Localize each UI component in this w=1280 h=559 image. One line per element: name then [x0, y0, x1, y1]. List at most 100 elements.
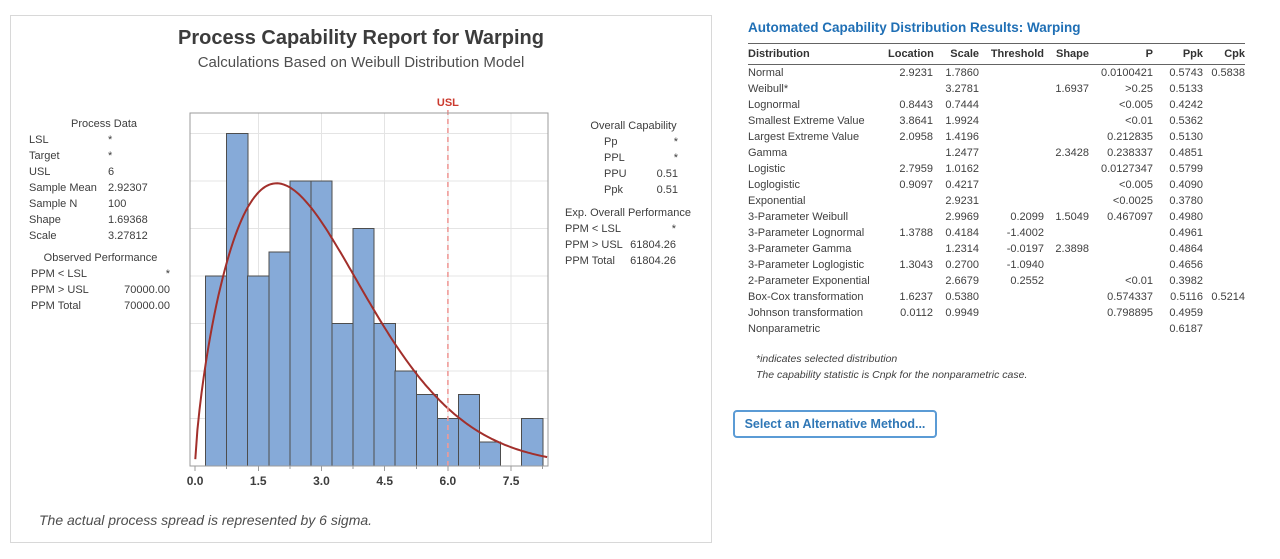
table-cell: 0.2099: [1010, 211, 1044, 223]
table-cell: [1203, 129, 1245, 145]
table-cell: [888, 273, 933, 289]
column-header: Scale: [933, 43, 979, 65]
chart-title: Process Capability Report for Warping: [178, 27, 544, 49]
stat-row: PPM Total 61804.26: [565, 253, 676, 269]
stat-label: PPM Total: [31, 300, 81, 312]
stat-row: Sample Mean 2.92307: [29, 180, 179, 196]
table-cell: [979, 81, 1044, 97]
table-cell: 0.4217: [945, 179, 979, 191]
table-cell: 1.6937: [1055, 83, 1089, 95]
stat-row: PPM Total 70000.00: [31, 298, 170, 314]
table-cell: -1.0940: [1006, 259, 1044, 271]
table-cell: Box-Cox transformation: [748, 291, 864, 303]
table-cell: 1.6237: [899, 291, 933, 303]
table-cell: 0.4184: [945, 227, 979, 239]
stat-row: PPU 0.51: [589, 166, 678, 182]
table-cell: [1203, 145, 1245, 161]
table-row: 3-Parameter Lognormal 1.3788 0.4184 -1.4002…: [748, 225, 1245, 241]
table-cell: [888, 193, 933, 209]
histogram-bar: [289, 180, 312, 467]
x-tick-label: 6.0: [440, 474, 457, 488]
weibull-fit-curve: [194, 182, 548, 460]
table-cell: 0.7444: [945, 99, 979, 111]
stat-label: PPU: [604, 168, 627, 180]
table-cell: 1.5049: [1055, 211, 1089, 223]
stat-value: *: [108, 134, 113, 146]
table-header-row: Distribution Location Scale Threshold Shape P…: [748, 43, 1245, 65]
table-cell: 2.6679: [945, 275, 979, 287]
table-cell: -0.0197: [1006, 243, 1044, 255]
table-cell: 0.5116: [1170, 291, 1203, 303]
stat-label: Scale: [29, 230, 57, 242]
stat-value: *: [671, 223, 676, 235]
stat-row: Scale 3.27812: [29, 228, 179, 244]
table-cell: [1203, 209, 1245, 225]
stat-value: *: [673, 136, 678, 148]
table-cell: Logistic: [748, 163, 786, 175]
x-tick-label: 1.5: [250, 474, 267, 488]
table-cell: 0.4961: [1169, 227, 1203, 239]
table-cell: 0.6187: [1169, 323, 1203, 335]
table-cell: 0.5133: [1169, 83, 1203, 95]
stat-label: Target: [29, 150, 60, 162]
table-cell: 0.5130: [1169, 131, 1203, 143]
table-cell: [888, 321, 933, 337]
stat-block-title: Overall Capability: [590, 120, 677, 132]
table-cell: <0.0025: [1112, 195, 1153, 207]
table-cell: [888, 241, 933, 257]
footnote-nonparametric: The capability statistic is Cnpk for the…: [756, 369, 1028, 381]
table-cell: Weibull*: [748, 83, 789, 95]
select-alternative-method-button[interactable]: Select an Alternative Method...: [733, 410, 937, 438]
stat-row: Sample N 100: [29, 196, 179, 212]
results-title: Automated Capability Distribution Result…: [748, 20, 1081, 35]
histogram-bar: [226, 132, 249, 467]
stat-value: 70000.00: [124, 284, 170, 296]
table-cell: 0.212835: [1107, 131, 1153, 143]
table-row: 3-Parameter Loglogistic 1.3043 0.2700 -1.09…: [748, 257, 1245, 273]
table-cell: 3-Parameter Loglogistic: [748, 259, 865, 271]
stat-label: LSL: [29, 134, 49, 146]
table-row: 2-Parameter Exponential 2.6679 0.2552 <0.01…: [748, 273, 1245, 289]
table-cell: 3.8641: [899, 115, 933, 127]
stat-row: PPL *: [589, 150, 678, 166]
histogram-bars: [205, 132, 544, 467]
table-cell: 2.7959: [899, 163, 933, 175]
stat-label: PPM < LSL: [565, 223, 621, 235]
table-cell: 0.5838: [1211, 67, 1245, 79]
table-row: 3-Parameter Gamma 1.2314 -0.0197 2.3898 0.48…: [748, 241, 1245, 257]
table-cell: [1044, 321, 1089, 337]
table-cell: [888, 209, 933, 225]
distribution-results-table: Distribution Location Scale Threshold Shape P…: [748, 43, 1245, 337]
table-row: Weibull* 3.2781 1.6937 >0.25 0.5133: [748, 81, 1245, 97]
histogram-bar: [521, 418, 544, 467]
stat-rows: PPM < LSL * PPM > USL 70000.00 PPM Total 7000…: [31, 266, 170, 314]
table-cell: [1203, 305, 1245, 321]
stat-rows: PPM < LSL * PPM > USL 61804.26 PPM Total 6180…: [565, 221, 676, 269]
stat-block-title: Process Data: [70, 118, 138, 130]
table-cell: 1.9924: [945, 115, 979, 127]
automated-results-panel: Automated Capability Distribution Result…: [733, 20, 1258, 438]
table-cell: 0.4090: [1169, 179, 1203, 191]
table-cell: Johnson transformation: [748, 307, 863, 319]
table-cell: 1.0162: [945, 163, 979, 175]
stat-block-title: Observed Performance: [43, 252, 158, 264]
table-cell: 2.0958: [899, 131, 933, 143]
table-cell: [1044, 193, 1089, 209]
table-cell: [933, 321, 979, 337]
table-cell: 0.4959: [1169, 307, 1203, 319]
table-cell: 0.8443: [899, 99, 933, 111]
table-cell: [1044, 113, 1089, 129]
stat-rows: LSL * Target * USL 6 Sample Mean 2.92307 Sample …: [29, 132, 179, 244]
table-cell: [1044, 65, 1089, 82]
histogram-bar: [394, 370, 417, 467]
footnote-selected-distribution: *indicates selected distribution: [756, 353, 898, 365]
stat-row: Pp *: [589, 134, 678, 150]
table-cell: 2.9231: [945, 195, 979, 207]
table-cell: 3.2781: [945, 83, 979, 95]
histogram-bar: [479, 441, 502, 467]
usl-reference: USL: [437, 97, 459, 466]
stat-label: Ppk: [604, 184, 623, 196]
table-footnotes: *indicates selected distribution The cap…: [748, 351, 1258, 383]
stat-row: PPM < LSL *: [31, 266, 170, 282]
table-cell: [1044, 97, 1089, 113]
